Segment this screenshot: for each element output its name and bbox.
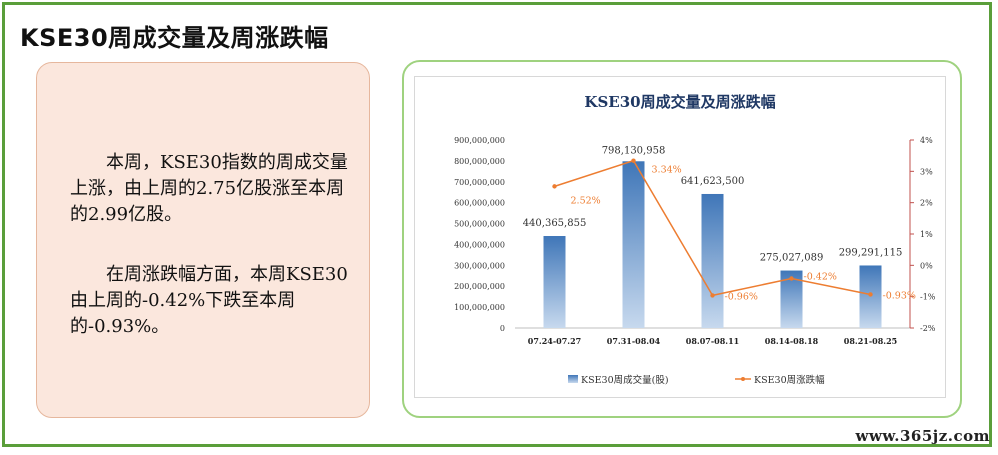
left-tick-label: 500,000,000	[454, 220, 505, 229]
volume-bar-label: 440,365,855	[523, 218, 587, 229]
page-title: KSE30周成交量及周涨跌幅	[20, 24, 329, 52]
volume-bar	[622, 161, 645, 328]
volume-bar	[701, 193, 724, 328]
left-tick-label: 100,000,000	[454, 303, 505, 312]
change-point-label: 3.34%	[652, 165, 682, 176]
x-tick-label: 07.24-07.27	[528, 336, 581, 346]
change-point	[710, 293, 715, 298]
summary-box	[36, 62, 370, 418]
change-point	[789, 276, 794, 281]
combo-chart: KSE30周成交量及周涨跌幅 0 100,000,000 200,000,000 30…	[454, 93, 936, 386]
x-tick-label: 07.31-08.04	[607, 336, 661, 346]
chart-area: KSE30周成交量及周涨跌幅 0 100,000,000 200,000,000 30…	[414, 76, 946, 398]
summary-paragraph-change: 在周涨跌幅方面，本周KSE30由上周的-0.42%下跌至本周的-0.93%。	[70, 264, 348, 337]
change-point-label: -0.96%	[725, 291, 758, 302]
left-tick-label: 0	[500, 324, 505, 333]
legend-line-marker	[741, 377, 745, 381]
change-point	[868, 292, 873, 297]
outer-frame	[2, 2, 992, 447]
change-point	[631, 158, 636, 163]
change-point-label: -0.93%	[883, 290, 916, 301]
volume-bar-label: 299,291,115	[839, 247, 903, 258]
change-point-label: 2.52%	[571, 195, 601, 206]
right-tick-label: 2%	[920, 199, 933, 208]
change-point-label: -0.42%	[804, 271, 837, 282]
legend-bar-label: KSE30周成交量(股)	[581, 374, 669, 386]
volume-bar	[859, 265, 882, 328]
site-watermark: www.365jz.com	[855, 427, 990, 445]
left-tick-label: 800,000,000	[454, 157, 505, 166]
left-tick-label: 700,000,000	[454, 178, 505, 187]
change-point	[552, 184, 557, 189]
volume-bar-label: 275,027,089	[760, 253, 824, 264]
right-tick-label: 0%	[920, 261, 933, 270]
left-tick-label: 600,000,000	[454, 199, 505, 208]
legend-line-label: KSE30周涨跌幅	[754, 374, 825, 386]
x-tick-label: 08.07-08.11	[686, 336, 739, 346]
right-tick-label: -1%	[920, 293, 936, 302]
volume-bar	[780, 270, 803, 328]
right-tick-label: 4%	[920, 136, 933, 145]
right-tick-label: 3%	[920, 167, 933, 176]
left-tick-label: 300,000,000	[454, 261, 505, 270]
legend-bar-swatch	[568, 375, 578, 383]
summary-paragraph-volume: 本周，KSE30指数的周成交量上涨，由上周的2.75亿股涨至本周的2.99亿股。	[70, 152, 348, 225]
right-tick-label: -2%	[920, 324, 936, 333]
x-tick-label: 08.21-08.25	[844, 336, 897, 346]
left-tick-label: 900,000,000	[454, 136, 505, 145]
x-tick-label: 08.14-08.18	[765, 336, 819, 346]
right-tick-label: 1%	[920, 230, 933, 239]
chart-title: KSE30周成交量及周涨跌幅	[584, 93, 775, 111]
volume-bar	[543, 236, 566, 328]
left-tick-label: 200,000,000	[454, 282, 505, 291]
left-tick-label: 400,000,000	[454, 240, 505, 249]
volume-bar-label: 798,130,958	[602, 145, 666, 156]
volume-bar-label: 641,623,500	[681, 176, 745, 187]
